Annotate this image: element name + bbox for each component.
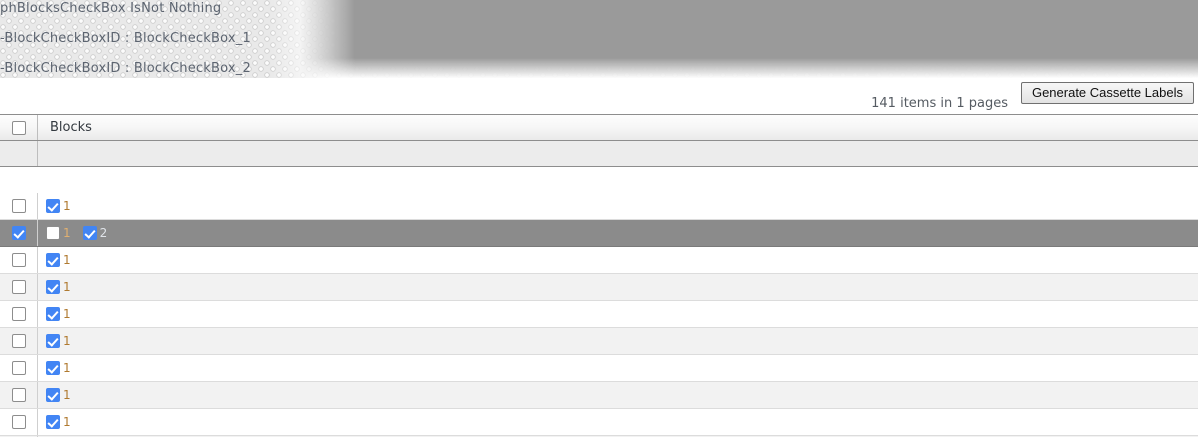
table-row[interactable]: 1 (0, 274, 1198, 301)
row-blocks-cell: 1 (38, 274, 1198, 300)
blocks-grid: Blocks 11211111111 (0, 114, 1198, 437)
table-row[interactable]: 1 (0, 382, 1198, 409)
row-select-cell[interactable] (0, 274, 38, 300)
table-row[interactable]: 1 (0, 301, 1198, 328)
row-blocks-cell: 1 (38, 382, 1198, 408)
row-select-cell[interactable] (0, 409, 38, 435)
block-checkbox-item[interactable]: 1 (46, 415, 71, 429)
code-line-0: phBlocksCheckBox IsNot Nothing (0, 1, 222, 16)
table-row[interactable]: 1 (0, 193, 1198, 220)
row-select-cell[interactable] (0, 301, 38, 327)
table-row[interactable]: 1 (0, 247, 1198, 274)
row-select-cell[interactable] (0, 382, 38, 408)
block-checkbox-item[interactable]: 1 (46, 361, 71, 375)
block-checkbox-item[interactable]: 1 (46, 307, 71, 321)
row-select-cell[interactable] (0, 220, 38, 246)
row-blocks-cell: 1 (38, 409, 1198, 435)
blocks-column-header-label: Blocks (50, 120, 92, 135)
block-checkbox[interactable] (46, 415, 60, 429)
block-label: 1 (63, 361, 71, 375)
code-line-2: -BlockCheckBoxID : BlockCheckBox_2 (0, 61, 251, 76)
filter-blocks-cell[interactable] (38, 141, 1198, 166)
block-checkbox[interactable] (46, 307, 60, 321)
block-checkbox-item[interactable]: 1 (46, 280, 71, 294)
grid-header-row: Blocks (0, 115, 1198, 141)
block-checkbox[interactable] (46, 253, 60, 267)
block-checkbox[interactable] (82, 226, 97, 240)
row-select-checkbox[interactable] (11, 226, 26, 240)
block-checkbox-item[interactable]: 1 (46, 334, 71, 348)
grid-spacer-row (0, 167, 1198, 193)
gray-overlay-panel (300, 0, 1198, 78)
row-select-checkbox[interactable] (11, 199, 26, 213)
block-label: 1 (63, 334, 71, 348)
block-label: 1 (63, 226, 71, 240)
row-select-cell[interactable] (0, 328, 38, 354)
row-blocks-cell: 1 (38, 247, 1198, 273)
row-blocks-cell: 1 (38, 355, 1198, 381)
code-line-1: -BlockCheckBoxID : BlockCheckBox_1 (0, 31, 251, 46)
code-overlay-band: phBlocksCheckBox IsNot Nothing -BlockChe… (0, 0, 1198, 78)
row-select-cell[interactable] (0, 355, 38, 381)
row-select-cell[interactable] (0, 247, 38, 273)
row-select-checkbox[interactable] (11, 334, 26, 348)
filter-select-cell (0, 141, 38, 166)
row-blocks-cell: 1 (38, 301, 1198, 327)
row-select-checkbox[interactable] (11, 280, 26, 294)
generate-cassette-labels-button[interactable]: Generate Cassette Labels (1020, 82, 1194, 104)
header-blocks-cell[interactable]: Blocks (38, 115, 1198, 140)
block-checkbox-item[interactable]: 1 (46, 253, 71, 267)
row-select-checkbox[interactable] (11, 361, 26, 375)
row-select-checkbox[interactable] (11, 388, 26, 402)
block-label: 1 (63, 307, 71, 321)
toolbar: 141 items in 1 pages Generate Cassette L… (0, 78, 1198, 116)
block-checkbox[interactable] (46, 388, 60, 402)
block-checkbox[interactable] (46, 199, 60, 213)
block-checkbox[interactable] (46, 361, 60, 375)
block-checkbox[interactable] (46, 334, 60, 348)
table-row[interactable]: 1 (0, 328, 1198, 355)
row-select-checkbox[interactable] (11, 253, 26, 267)
select-all-checkbox[interactable] (11, 120, 26, 135)
items-count-label: 141 items in 1 pages (871, 96, 1008, 111)
block-checkbox-item[interactable]: 1 (46, 226, 71, 240)
block-label: 2 (99, 226, 108, 240)
grid-filter-row[interactable] (0, 141, 1198, 167)
table-row[interactable]: 1 (0, 355, 1198, 382)
row-select-checkbox[interactable] (11, 307, 26, 321)
block-checkbox[interactable] (46, 226, 60, 240)
grid-rows-container: 11211111111 (0, 193, 1198, 437)
block-label: 1 (63, 253, 71, 267)
table-row[interactable]: 1 (0, 409, 1198, 436)
row-blocks-cell: 1 (38, 193, 1198, 219)
row-select-checkbox[interactable] (11, 415, 26, 429)
block-checkbox-item[interactable]: 1 (46, 388, 71, 402)
block-checkbox-item[interactable]: 2 (82, 226, 108, 240)
block-label: 1 (63, 199, 71, 213)
header-select-all-cell[interactable] (0, 115, 38, 140)
block-checkbox[interactable] (46, 280, 60, 294)
block-label: 1 (63, 415, 71, 429)
block-label: 1 (63, 280, 71, 294)
row-select-cell[interactable] (0, 193, 38, 219)
block-checkbox-item[interactable]: 1 (46, 199, 71, 213)
block-label: 1 (63, 388, 71, 402)
row-blocks-cell: 1 (38, 328, 1198, 354)
